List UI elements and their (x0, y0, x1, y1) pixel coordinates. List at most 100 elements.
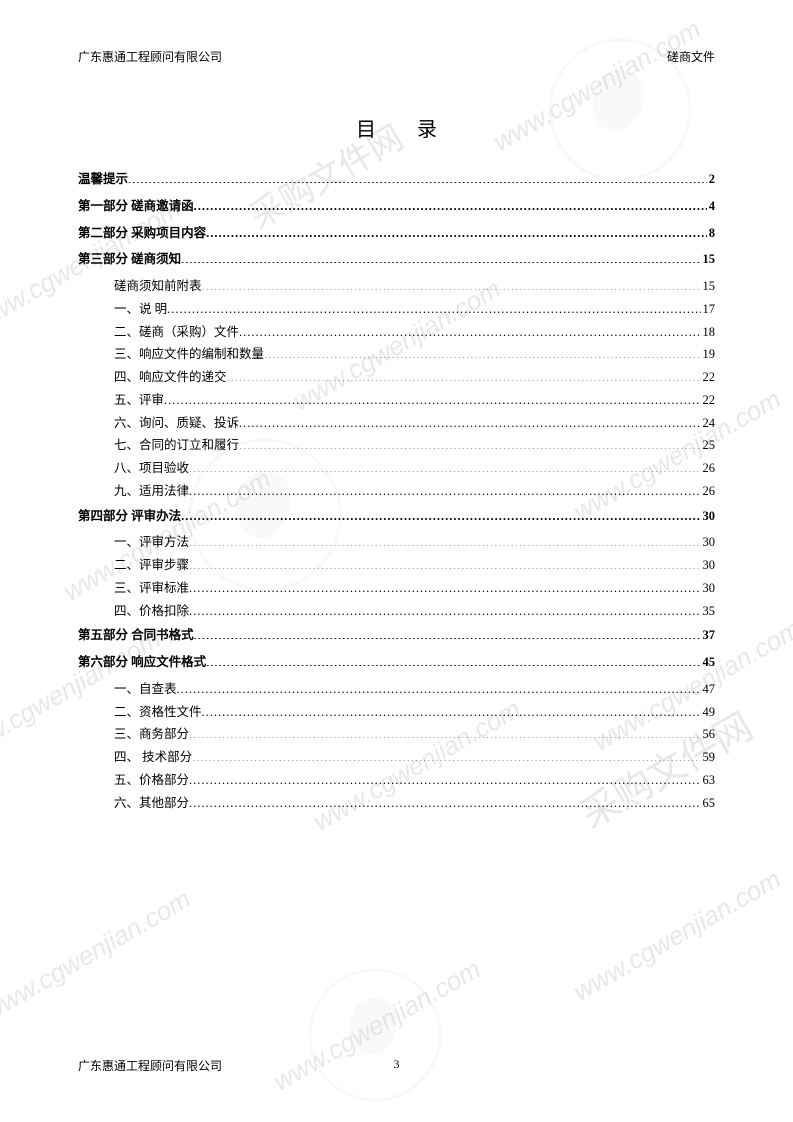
footer-left: 广东惠通工程顾问有限公司 (78, 1057, 222, 1074)
toc-entry-page: 18 (701, 323, 716, 342)
toc-entry: 三、商务部分56 (78, 725, 715, 744)
toc-leader-dots (181, 507, 700, 520)
toc-leader-dots (189, 482, 700, 495)
toc-entry-label: 四、价格扣除 (114, 602, 189, 621)
toc-entry: 温馨提示2 (78, 170, 715, 189)
toc-entry-page: 26 (701, 482, 716, 501)
toc-entry: 一、评审方法30 (78, 533, 715, 552)
toc-entry-page: 49 (701, 703, 716, 722)
toc-leader-dots (239, 414, 700, 427)
toc-entry-label: 一、自查表 (114, 680, 177, 699)
toc-entry-page: 24 (701, 414, 716, 433)
toc-entry-label: 第四部分 评审办法 (78, 507, 181, 526)
toc-entry-page: 15 (701, 250, 716, 269)
toc-entry-label: 五、评审 (114, 391, 164, 410)
toc-entry: 六、询问、质疑、投诉 24 (78, 414, 715, 433)
toc-entry: 第五部分 合同书格式 37 (78, 626, 715, 645)
toc-entry-page: 63 (701, 771, 716, 790)
toc-entry-label: 一、评审方法 (114, 533, 189, 552)
toc-entry-label: 第二部分 采购项目内容 (78, 224, 206, 243)
toc-entry-page: 17 (701, 300, 716, 319)
toc-leader-dots (189, 460, 700, 473)
toc-entry: 第六部分 响应文件格式45 (78, 653, 715, 672)
toc-entry-label: 磋商须知前附表 (114, 277, 202, 296)
toc-entry-page: 45 (701, 653, 716, 672)
toc-entry-label: 温馨提示 (78, 170, 128, 189)
toc-leader-dots (239, 437, 700, 450)
toc-entry-page: 26 (701, 459, 716, 478)
toc-leader-dots (227, 369, 701, 382)
toc-entry: 磋商须知前附表 15 (78, 277, 715, 296)
toc-entry-page: 37 (701, 626, 716, 645)
toc-entry-label: 二、资格性文件 (114, 703, 202, 722)
toc-leader-dots (177, 680, 701, 693)
toc-leader-dots (181, 251, 700, 264)
toc-entry: 第二部分 采购项目内容 8 (78, 224, 715, 243)
toc-entry: 四、响应文件的递交 22 (78, 368, 715, 387)
toc-leader-dots (164, 391, 700, 404)
toc-leader-dots (192, 749, 700, 762)
toc-entry: 八、项目验收 26 (78, 459, 715, 478)
toc-leader-dots (202, 278, 701, 291)
toc-leader-dots (189, 579, 700, 592)
toc-entry-label: 八、项目验收 (114, 459, 189, 478)
toc-entry-page: 8 (707, 224, 715, 243)
toc-entry-page: 25 (701, 436, 716, 455)
toc-entry: 四、价格扣除 35 (78, 602, 715, 621)
toc-leader-dots (189, 771, 700, 784)
toc-entry-label: 六、其他部分 (114, 794, 189, 813)
toc-entry-page: 30 (701, 579, 716, 598)
toc-entry-page: 22 (701, 368, 716, 387)
toc-entry: 一、自查表 47 (78, 680, 715, 699)
toc-entry-label: 一、说 明 (114, 300, 167, 319)
toc-entry: 第四部分 评审办法 30 (78, 507, 715, 526)
toc-entry: 第三部分 磋商须知15 (78, 250, 715, 269)
toc-entry: 七、合同的订立和履行 25 (78, 436, 715, 455)
toc-entry-page: 22 (701, 391, 716, 410)
toc-entry-label: 第五部分 合同书格式 (78, 626, 194, 645)
toc-entry-label: 第一部分 磋商邀请函 (78, 197, 194, 216)
toc-entry-label: 二、磋商（采购）文件 (114, 323, 239, 342)
header-right: 磋商文件 (667, 48, 715, 65)
toc-entry-label: 二、评审步骤 (114, 556, 189, 575)
toc-entry: 二、评审步骤 30 (78, 556, 715, 575)
toc-entry-label: 七、合同的订立和履行 (114, 436, 239, 455)
table-of-contents: 温馨提示2 第一部分 磋商邀请函 4 第二部分 采购项目内容 8 第三部分 磋商须知15 磋… (78, 170, 715, 812)
page-title: 目 录 (78, 113, 715, 142)
toc-entry-label: 五、价格部分 (114, 771, 189, 790)
toc-entry-page: 30 (701, 507, 716, 526)
toc-entry-label: 三、商务部分 (114, 725, 189, 744)
toc-entry: 二、资格性文件 49 (78, 703, 715, 722)
page-footer: 广东惠通工程顾问有限公司 3 (78, 1057, 715, 1074)
toc-entry-page: 65 (701, 794, 716, 813)
toc-leader-dots (189, 726, 700, 739)
footer-page-number: 3 (394, 1057, 400, 1072)
toc-entry-page: 47 (701, 680, 716, 699)
toc-leader-dots (194, 627, 701, 640)
toc-entry: 二、磋商（采购）文件 18 (78, 323, 715, 342)
toc-entry-page: 15 (701, 277, 716, 296)
toc-entry: 三、响应文件的编制和数量19 (78, 345, 715, 364)
toc-entry: 五、评审 22 (78, 391, 715, 410)
toc-entry-label: 三、评审标准 (114, 579, 189, 598)
toc-entry: 一、说 明 17 (78, 300, 715, 319)
toc-entry: 第一部分 磋商邀请函 4 (78, 197, 715, 216)
toc-entry-page: 4 (707, 197, 715, 216)
toc-entry-label: 九、适用法律 (114, 482, 189, 501)
toc-entry-page: 30 (701, 556, 716, 575)
toc-leader-dots (189, 794, 700, 807)
toc-entry-label: 四、 技术部分 (114, 748, 192, 767)
toc-entry: 六、其他部分 65 (78, 794, 715, 813)
toc-leader-dots (264, 346, 700, 359)
toc-entry-label: 四、响应文件的递交 (114, 368, 227, 387)
toc-leader-dots (189, 602, 700, 615)
toc-entry: 三、评审标准 30 (78, 579, 715, 598)
toc-leader-dots (239, 323, 700, 336)
toc-entry-label: 六、询问、质疑、投诉 (114, 414, 239, 433)
toc-leader-dots (202, 703, 701, 716)
toc-entry-label: 三、响应文件的编制和数量 (114, 345, 264, 364)
toc-entry: 九、适用法律 26 (78, 482, 715, 501)
toc-entry: 四、 技术部分59 (78, 748, 715, 767)
toc-entry-page: 35 (701, 602, 716, 621)
toc-leader-dots (189, 557, 700, 570)
